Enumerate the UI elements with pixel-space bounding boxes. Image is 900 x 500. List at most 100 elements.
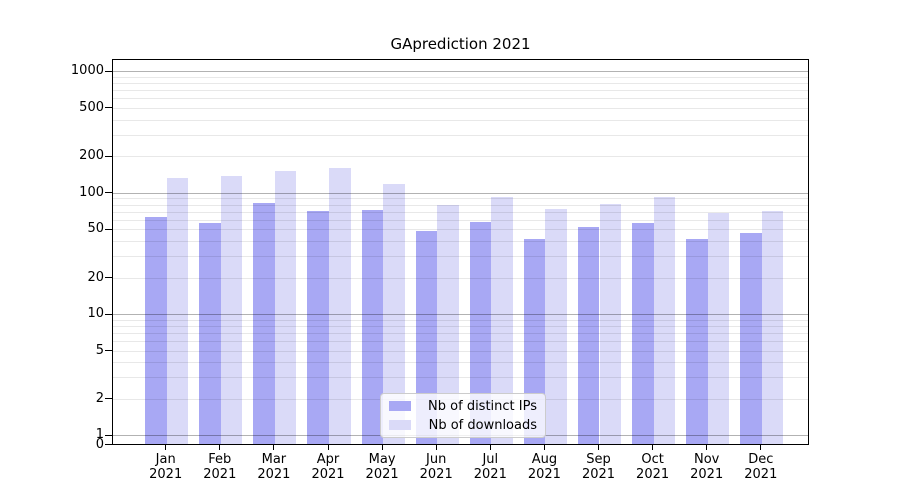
x-tick-mark: [489, 444, 491, 450]
gridline: [113, 377, 808, 379]
gridline: [113, 229, 808, 231]
y-tick-label: 1000: [70, 63, 104, 79]
plot-area: Nb of distinct IPs Nb of downloads: [112, 59, 809, 445]
bar-distinct-ips-sep: [577, 226, 600, 444]
bar-distinct-ips-nov: [686, 239, 708, 444]
bar-downloads-dec: [761, 211, 784, 444]
y-tick-label: 1: [95, 427, 104, 443]
y-tick-label: 0: [95, 436, 104, 452]
x-tick-mark: [652, 444, 654, 450]
x-tick-mark: [435, 444, 437, 450]
x-tick-mark: [273, 444, 275, 450]
x-tick-label-sep: Sep 2021: [581, 452, 616, 482]
x-tick-mark: [381, 444, 383, 450]
legend-swatch-downloads-icon: [389, 420, 411, 430]
y-tick-mark: [105, 228, 112, 230]
bar-downloads-jun: [437, 204, 459, 444]
legend-entry-distinct-ips: Nb of distinct IPs: [389, 399, 537, 414]
bar-downloads-jan: [166, 178, 189, 444]
legend-label-downloads: Nb of downloads: [428, 417, 537, 433]
gridline: [113, 350, 808, 352]
gridline: [113, 332, 808, 334]
bar-downloads-mar: [274, 170, 297, 444]
y-tick-mark: [105, 398, 112, 400]
x-tick-label-mar: Mar 2021: [257, 452, 291, 482]
gridline: [113, 156, 808, 158]
y-tick-label: 10: [87, 306, 104, 321]
bar-distinct-ips-jul: [469, 221, 492, 444]
x-tick-label-jan: Jan 2021: [149, 452, 183, 482]
x-tick-mark: [543, 444, 545, 450]
y-tick-mark: [105, 277, 112, 278]
x-tick-label-apr: Apr 2021: [311, 452, 345, 482]
bar-downloads-sep: [599, 204, 622, 444]
bar-downloads-feb: [220, 176, 243, 444]
y-tick-label: 200: [79, 148, 104, 164]
y-tick-mark: [105, 70, 112, 72]
legend-swatch-distinct-ips-icon: [389, 401, 411, 411]
gridline: [113, 119, 808, 121]
grid-layer: [113, 60, 808, 444]
x-tick-label-dec: Dec 2021: [744, 452, 778, 482]
x-tick-mark: [219, 444, 221, 450]
gridline: [113, 204, 808, 206]
x-tick-mark: [760, 444, 762, 450]
y-tick-mark: [105, 444, 112, 445]
gridline: [113, 319, 808, 321]
gridline: [113, 198, 808, 200]
gridline: [113, 362, 808, 364]
x-tick-label-may: May 2021: [365, 452, 399, 482]
legend-label-distinct-ips: Nb of distinct IPs: [428, 398, 537, 414]
gridline: [113, 71, 808, 73]
bar-distinct-ips-jan: [145, 217, 167, 444]
y-tick-label: 50: [87, 221, 104, 237]
gridline: [113, 77, 808, 78]
gridline: [113, 314, 808, 315]
legend-entry-downloads: Nb of downloads: [389, 418, 537, 433]
y-tick-mark: [105, 350, 112, 351]
y-tick-label: 2: [95, 390, 104, 406]
bar-distinct-ips-feb: [199, 222, 221, 444]
x-tick-mark: [327, 444, 329, 450]
bar-downloads-oct: [653, 197, 676, 444]
gridline: [113, 192, 808, 194]
chart-title: GAprediction 2021: [390, 35, 531, 53]
gridline: [113, 90, 808, 92]
gridline: [113, 83, 808, 85]
bar-downloads-aug: [545, 208, 567, 444]
y-tick-mark: [105, 155, 112, 157]
x-tick-label-jul: Jul 2021: [473, 452, 507, 482]
gridline: [113, 256, 808, 258]
x-tick-label-feb: Feb 2021: [203, 452, 237, 482]
y-tick-label: 20: [87, 269, 104, 285]
bar-downloads-may: [383, 183, 405, 444]
y-tick-label: 500: [79, 99, 104, 115]
y-tick-label: 100: [79, 184, 104, 200]
bar-distinct-ips-oct: [632, 222, 654, 444]
x-tick-mark: [706, 444, 708, 450]
gridline: [113, 134, 808, 136]
y-tick-mark: [105, 107, 112, 109]
y-tick-mark: [105, 434, 112, 436]
y-tick-mark: [105, 192, 112, 194]
bar-distinct-ips-may: [361, 209, 384, 444]
x-tick-label-aug: Aug 2021: [527, 452, 561, 482]
legend: Nb of distinct IPs Nb of downloads: [380, 393, 546, 438]
y-tick-label: 5: [95, 342, 104, 358]
gridline: [113, 241, 808, 242]
y-tick-mark: [105, 313, 112, 315]
gridline: [113, 340, 808, 342]
bars-layer: [113, 60, 808, 444]
bar-distinct-ips-jun: [415, 230, 438, 444]
bar-distinct-ips-dec: [740, 233, 762, 444]
bar-downloads-jul: [491, 196, 513, 444]
bar-downloads-nov: [707, 212, 730, 444]
gridline: [113, 107, 808, 109]
x-tick-mark: [598, 444, 599, 450]
gridline: [113, 98, 808, 100]
x-tick-mark: [165, 444, 167, 450]
x-tick-label-jun: Jun 2021: [419, 452, 453, 482]
gridline: [113, 325, 808, 327]
x-tick-label-oct: Oct 2021: [636, 452, 670, 482]
